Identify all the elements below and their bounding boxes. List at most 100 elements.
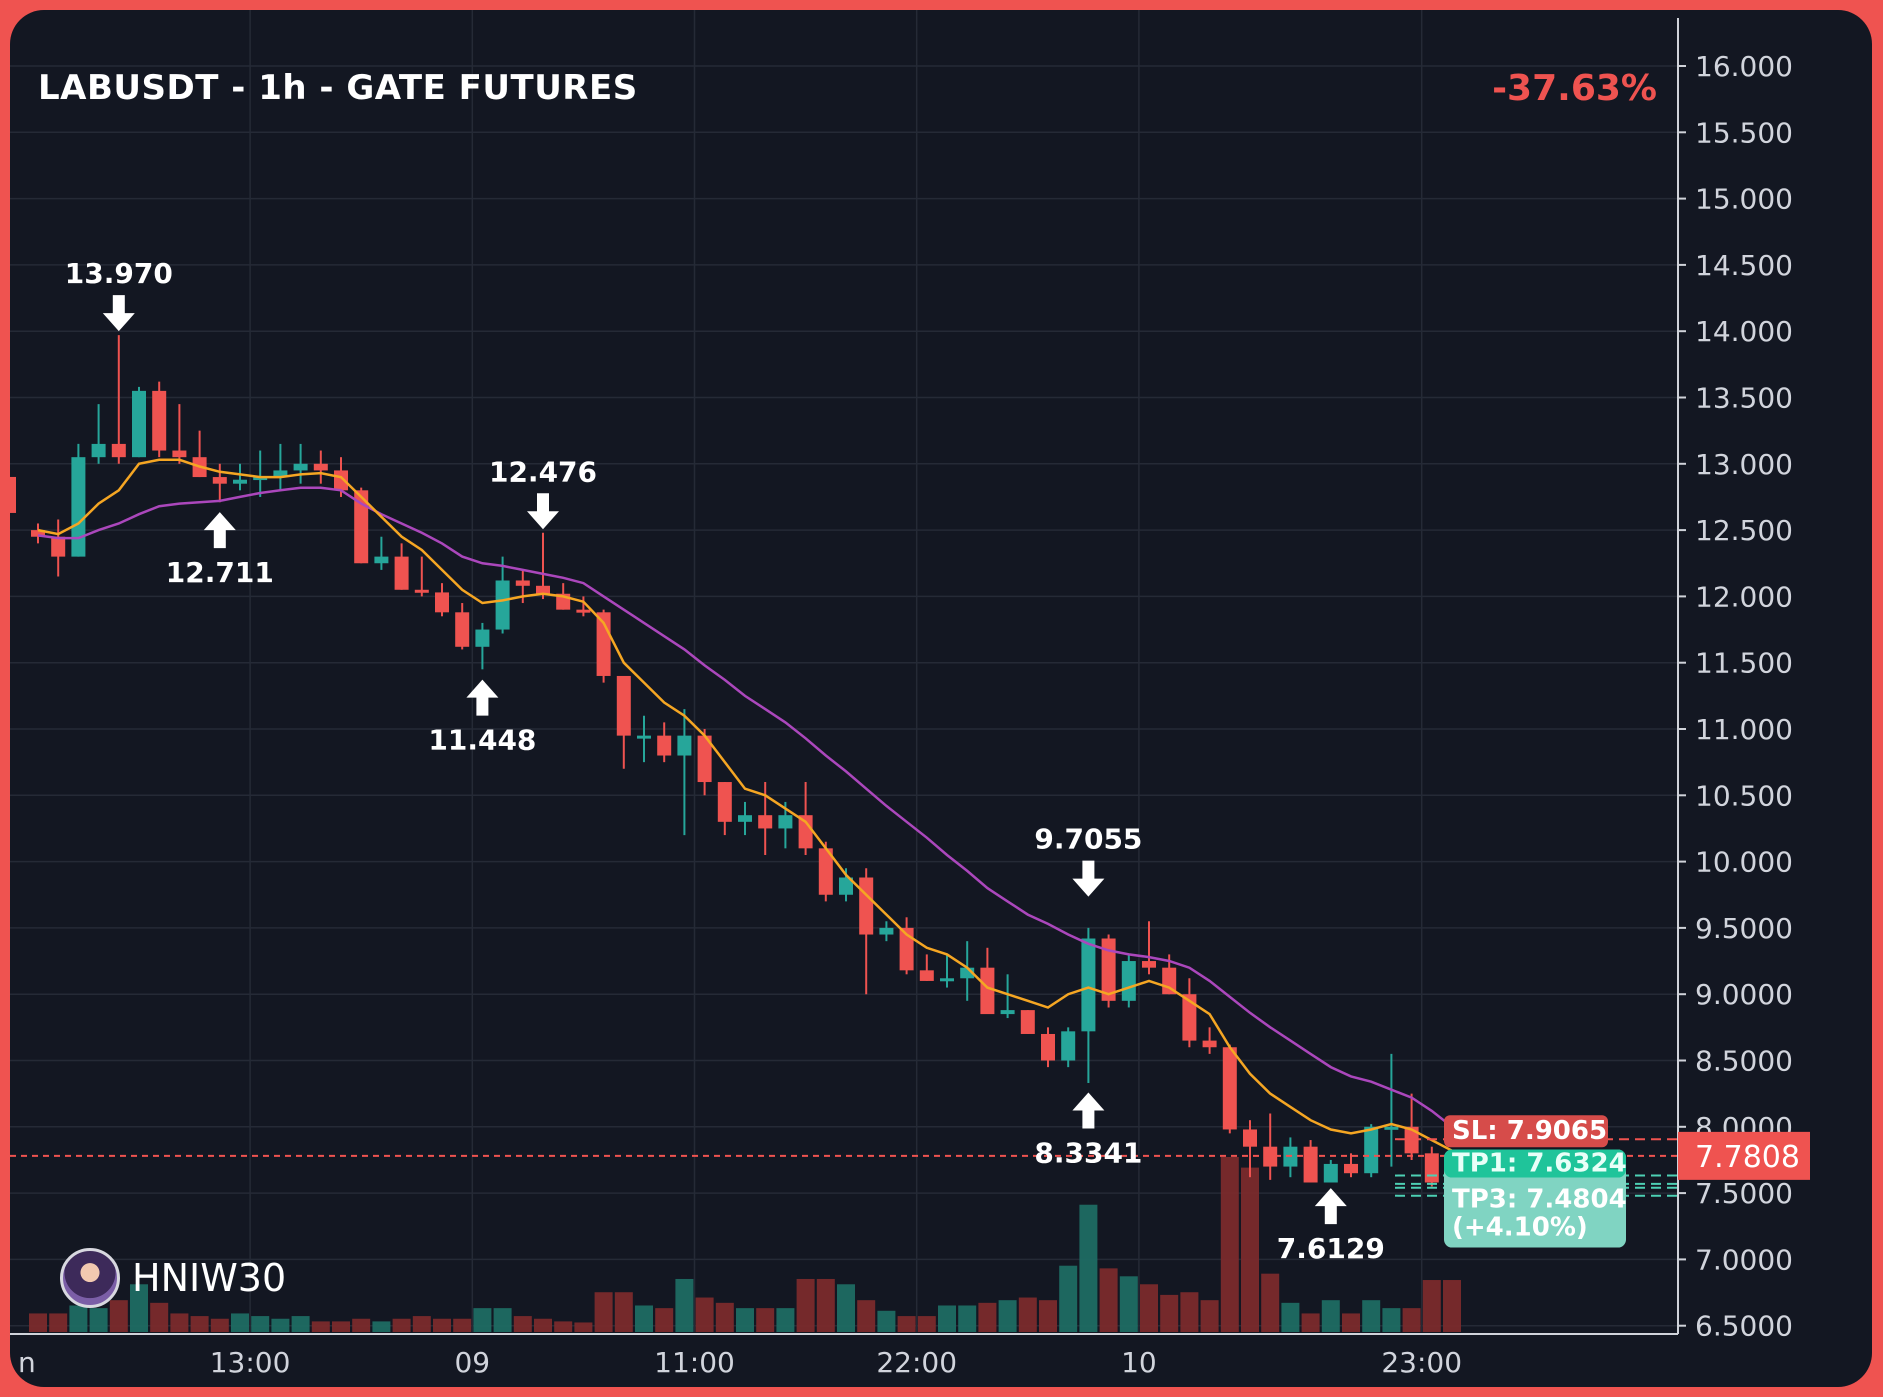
y-tick-label: 16.000 (1695, 50, 1793, 83)
volume-bar (978, 1302, 997, 1332)
volume-bar (231, 1313, 249, 1332)
candle-body (657, 735, 672, 756)
candle-body (253, 477, 268, 481)
candle-body (51, 536, 66, 557)
candle-body (1202, 1040, 1217, 1048)
candle-body (758, 815, 773, 829)
candle-body (91, 443, 106, 458)
volume-bar (1342, 1313, 1360, 1332)
candle-body (616, 675, 631, 736)
y-tick-label: 12.000 (1695, 580, 1793, 613)
tp-percent-label: (+4.10%) (1452, 1213, 1588, 1243)
volume-bar (534, 1318, 552, 1332)
x-tick-label: 10 (1121, 1346, 1157, 1379)
candle-body (1243, 1129, 1257, 1147)
candle-body (394, 556, 409, 590)
arrow-down-icon (102, 295, 135, 332)
candle-body (132, 390, 146, 458)
x-tick-label: 23:00 (1381, 1346, 1462, 1379)
y-tick-label: 15.000 (1695, 183, 1793, 216)
volume-bar (210, 1318, 229, 1332)
y-tick-label: 10.500 (1695, 779, 1793, 812)
left-edge-marker (10, 476, 16, 513)
volume-bar (49, 1313, 68, 1332)
volume-bar (1241, 1167, 1259, 1332)
volume-bar (190, 1316, 209, 1332)
arrow-up-icon (466, 679, 499, 716)
volume-bar (998, 1300, 1017, 1332)
volume-bar (1099, 1268, 1118, 1332)
candle-body (1424, 1153, 1439, 1183)
volume-bar (796, 1278, 815, 1332)
volume-bar (574, 1322, 593, 1332)
volume-bar (473, 1308, 492, 1332)
candle-body (374, 556, 389, 564)
volume-bar (1059, 1265, 1078, 1332)
y-tick-label: 10.000 (1695, 846, 1793, 879)
y-tick-label: 11.000 (1695, 713, 1793, 746)
volume-bar (1018, 1297, 1037, 1332)
volume-bar (392, 1318, 411, 1332)
candle-body (354, 490, 369, 564)
volume-bar (655, 1308, 674, 1332)
arrow-down-icon (1072, 860, 1105, 897)
volume-bar (433, 1318, 451, 1332)
candle-body (1041, 1033, 1055, 1061)
candle-body (515, 580, 530, 586)
volume-bar (372, 1321, 391, 1332)
y-tick-label: 9.5000 (1695, 912, 1793, 945)
volume-bar (69, 1305, 88, 1332)
ma-fast-line (37, 458, 1453, 1152)
candle-body (818, 848, 833, 895)
annotation-label: 7.6129 (1277, 1232, 1385, 1265)
ma-slow-line (37, 486, 1453, 1128)
volume-bar (1402, 1308, 1421, 1332)
y-tick-label: 8.5000 (1695, 1045, 1793, 1078)
candle-body (879, 927, 894, 935)
volume-bar (311, 1321, 330, 1332)
volume-bar (917, 1316, 936, 1332)
sl-label-box (1444, 1115, 1608, 1148)
volume-bar (938, 1305, 956, 1332)
volume-bar (130, 1284, 148, 1332)
volume-bar (736, 1308, 754, 1332)
candle-body (1222, 1047, 1237, 1130)
volume-bar (635, 1305, 653, 1332)
candle-body (1061, 1031, 1076, 1061)
volume-bar (1382, 1308, 1401, 1332)
annotation-label: 11.448 (428, 724, 536, 757)
chart-title: LABUSDT - 1h - GATE FUTURES (38, 68, 638, 108)
candle-body (960, 967, 975, 979)
volume-bar (453, 1318, 472, 1332)
candle-body (1303, 1146, 1318, 1183)
candle-body (1384, 1126, 1399, 1130)
y-tick-label: 9.0000 (1695, 978, 1793, 1011)
volume-bar (1301, 1313, 1320, 1332)
volume-bar (513, 1316, 532, 1332)
x-tick-label: 22:00 (876, 1346, 957, 1379)
volume-bar (958, 1305, 977, 1332)
y-tick-label: 13.500 (1695, 382, 1793, 415)
x-tick-label: n (18, 1346, 36, 1379)
volume-bar (412, 1316, 431, 1332)
tp1-label: TP1: 7.6324 (1452, 1149, 1627, 1179)
current-price-tag (1678, 1131, 1810, 1180)
candle-body (1364, 1126, 1379, 1174)
candle-body (1101, 938, 1116, 1001)
volume-bar (1321, 1300, 1340, 1332)
candle-body (1263, 1146, 1278, 1167)
volume-bar (1039, 1300, 1057, 1332)
brand-name: HNIW30 (132, 1256, 287, 1300)
candle-body (919, 970, 934, 981)
volume-bar (1140, 1284, 1158, 1332)
volume-bar (756, 1308, 775, 1332)
candle-body (940, 978, 954, 982)
candle-body (152, 390, 167, 451)
branding: HNIW30 (60, 1248, 286, 1308)
volume-bar (837, 1284, 855, 1332)
volume-bar (1160, 1294, 1179, 1332)
y-tick-label: 14.000 (1695, 315, 1793, 348)
candle-body (111, 443, 126, 458)
x-tick-label: 09 (454, 1346, 490, 1379)
